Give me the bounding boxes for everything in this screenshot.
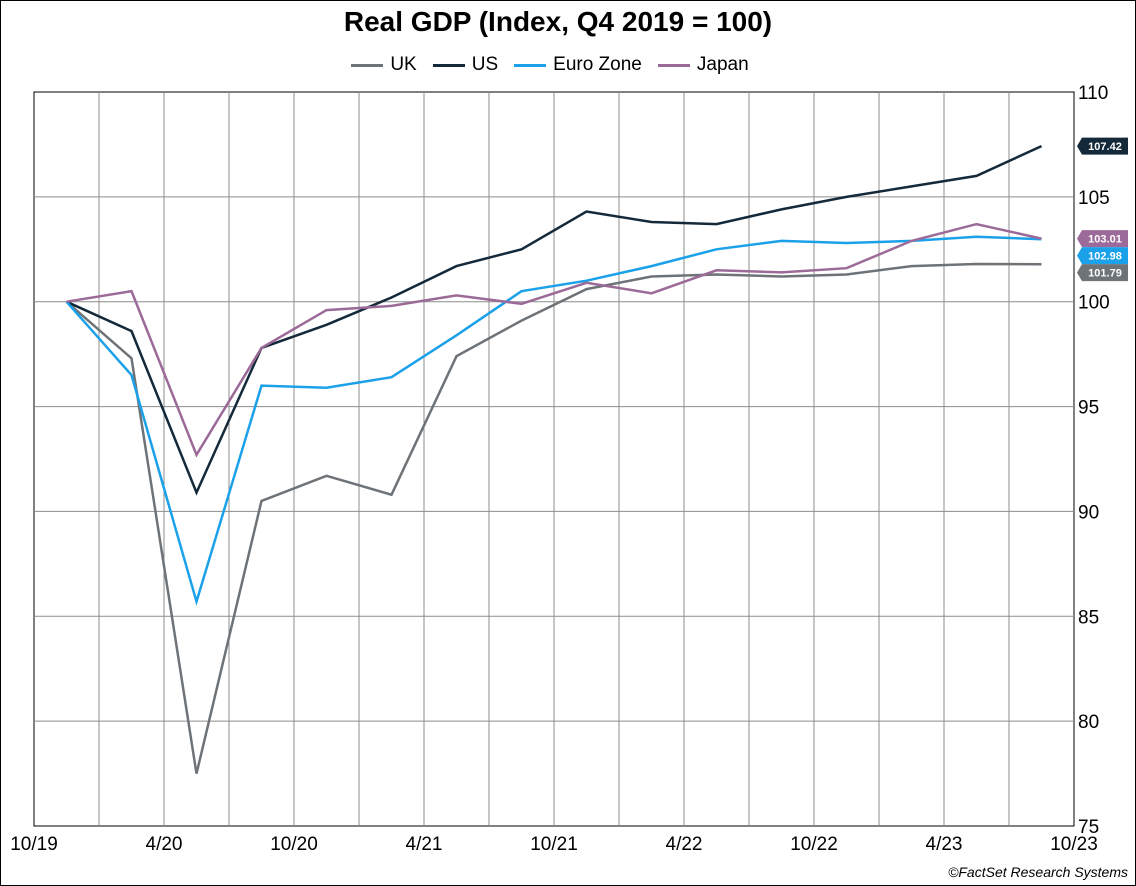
y-tick-label: 75: [1078, 817, 1099, 838]
y-tick-label: 105: [1078, 188, 1110, 209]
y-tick-label: 80: [1078, 712, 1099, 733]
series-line-japan: [66, 222, 1042, 458]
end-label-euro-zone: 102.98: [1077, 247, 1128, 265]
legend-swatch-us: [432, 63, 465, 67]
x-tick-label: 10/22: [790, 834, 838, 855]
end-label-badge: [1077, 247, 1128, 265]
legend-swatch-japan: [657, 63, 690, 67]
legend-item-us: US: [432, 54, 499, 76]
x-tick-label: 10/20: [270, 834, 318, 855]
end-label-badge: [1077, 230, 1128, 248]
end-label-uk: 101.79: [1077, 264, 1128, 282]
legend-item-euro-zone: Euro Zone: [514, 54, 642, 76]
legend-item-uk: UK: [351, 54, 417, 76]
x-tick-label: 10/21: [530, 834, 578, 855]
series-line-euro-zone: [65, 235, 1042, 607]
series-line-us: [65, 144, 1043, 496]
end-label-badge: [1077, 264, 1128, 282]
legend-swatch-uk: [351, 63, 384, 67]
end-label-value: 107.42: [1088, 141, 1122, 153]
end-label-value: 101.79: [1088, 268, 1122, 280]
x-tick-label: 4/21: [406, 834, 443, 855]
legend-label-us: US: [471, 54, 499, 75]
legend-swatch-euro-zone: [514, 63, 547, 67]
end-label-us: 107.42: [1077, 137, 1128, 155]
y-tick-label: 90: [1078, 502, 1099, 523]
chart-title: Real GDP (Index, Q4 2019 = 100): [343, 6, 773, 37]
x-tick-label: 4/20: [146, 834, 183, 855]
end-label-value: 102.98: [1088, 251, 1122, 263]
x-tick-label: 4/22: [666, 834, 703, 855]
y-tick-label: 110: [1078, 83, 1108, 104]
end-label-japan: 103.01: [1077, 230, 1128, 248]
y-tick-label: 85: [1078, 607, 1099, 628]
legend-item-japan: Japan: [657, 54, 749, 76]
y-tick-label: 95: [1078, 398, 1099, 419]
x-tick-label: 10/19: [10, 834, 58, 855]
legend-label-uk: UK: [390, 54, 417, 75]
legend-label-euro-zone: Euro Zone: [553, 54, 642, 75]
series-line-uk: [65, 262, 1042, 774]
x-tick-label: 10/23: [1050, 834, 1098, 855]
y-tick-label: 100: [1078, 293, 1110, 314]
legend-label-japan: Japan: [696, 54, 749, 75]
end-label-value: 103.01: [1088, 234, 1122, 246]
source-credit: ©FactSet Research Systems: [948, 864, 1128, 880]
chart-legend: UK US Euro Zone Japan: [0, 54, 1100, 76]
end-label-badge: [1077, 137, 1128, 155]
x-tick-label: 4/23: [926, 834, 963, 855]
